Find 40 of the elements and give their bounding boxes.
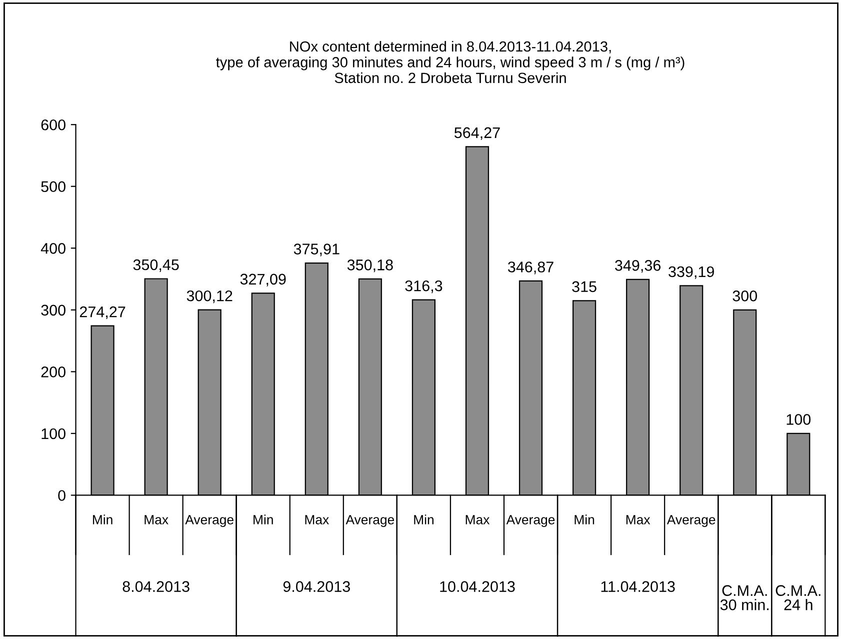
y-tick-label: 400	[40, 243, 66, 254]
data-label: 375,91	[294, 244, 340, 256]
data-label: 315	[572, 281, 596, 292]
data-label: 350,18	[347, 260, 393, 272]
x-tick-label: Average	[666, 515, 716, 527]
data-label: 300	[732, 290, 758, 302]
text: 11.04.2013	[601, 581, 675, 592]
data-label: 349,36	[615, 260, 661, 273]
x-tick-label: Min	[574, 514, 594, 524]
y-tick-label: 100	[42, 428, 66, 440]
x-tick-label: Average	[346, 515, 394, 527]
x-tick-label: Min	[414, 514, 434, 524]
text: C.M.A. 30 min.	[720, 585, 769, 610]
x-tick-label: Max	[626, 515, 650, 524]
data-label: 350,45	[133, 259, 179, 272]
y-tick-label: 200	[41, 366, 66, 378]
y-tick-label: 0	[58, 490, 66, 501]
data-label: 274,27	[80, 306, 126, 320]
x-tick-label: Max	[144, 515, 168, 524]
chart-title: NOx content determined in 8.04.2013-11.04.2013, type of averaging 30 minutes and 24 hours, wind speed 3 m / s (mg / m³) Station no. 2 Drobeta Turnu Severin	[216, 40, 684, 84]
x-tick-label: Max	[466, 515, 490, 524]
text: 9.04.2013	[283, 581, 350, 592]
data-label: 300,12	[186, 290, 232, 304]
data-label: 346,87	[508, 262, 554, 274]
y-tick-label: 500	[41, 181, 66, 192]
data-label: 316,3	[405, 280, 442, 294]
text: 8.04.2013	[122, 581, 190, 592]
y-tick-label: 600	[41, 119, 66, 130]
data-label: 339,19	[668, 266, 714, 279]
text: C.M.A. 24 h	[776, 585, 820, 610]
x-tick-label: Average	[506, 515, 555, 527]
x-tick-label: Max	[305, 515, 329, 524]
x-tick-label: Average	[185, 515, 234, 527]
x-tick-label: Min	[254, 514, 273, 524]
y-tick-label: 300	[41, 304, 66, 316]
data-label: 327,09	[240, 274, 286, 286]
x-tick-label: Min	[92, 514, 112, 524]
data-label: 100	[786, 414, 811, 425]
text: 10.04.2013	[440, 581, 515, 592]
data-label: 564,27	[454, 127, 500, 140]
